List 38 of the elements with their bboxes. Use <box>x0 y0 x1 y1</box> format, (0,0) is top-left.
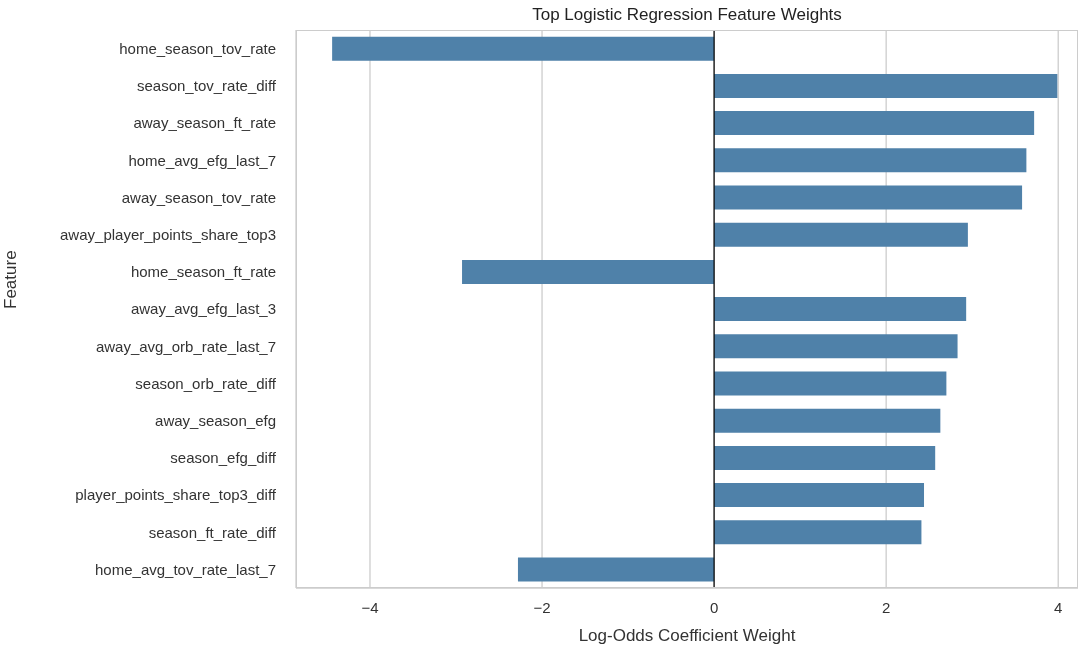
y-tick-label: home_avg_tov_rate_last_7 <box>95 560 276 578</box>
y-tick-label: season_ft_rate_diff <box>148 523 277 541</box>
y-tick-label: season_efg_diff <box>170 449 277 467</box>
y-tick-label: away_avg_efg_last_3 <box>130 300 276 318</box>
y-tick-label: away_season_ft_rate <box>133 114 276 132</box>
y-tick-label: player_points_share_top3_diff <box>75 486 277 504</box>
y-tick-label: season_tov_rate_diff <box>137 77 277 95</box>
x-axis-title: Log-Odds Coefficient Weight <box>578 626 796 645</box>
bar <box>462 259 715 284</box>
bar <box>714 483 925 508</box>
x-tick-label: 2 <box>881 598 891 616</box>
bar <box>714 520 922 545</box>
y-tick-label: season_orb_rate_diff <box>135 374 277 392</box>
chart-title: Top Logistic Regression Feature Weights <box>531 5 843 25</box>
y-axis-title: Feature <box>1 250 21 309</box>
bar <box>714 297 967 322</box>
bar <box>714 408 941 433</box>
bar <box>714 148 1027 173</box>
y-tick-label: away_season_tov_rate <box>121 188 276 206</box>
y-tick-label: home_season_ft_rate <box>130 263 276 281</box>
bar <box>714 371 947 396</box>
bar <box>714 222 968 247</box>
bar <box>714 73 1058 98</box>
bar <box>714 185 1023 210</box>
x-tick-label: 0 <box>709 598 719 616</box>
y-tick-label: home_season_tov_rate <box>119 39 276 57</box>
x-tick-label: −2 <box>533 598 551 616</box>
bar <box>332 36 715 61</box>
bar <box>714 111 1035 136</box>
x-tick-label: −4 <box>361 598 379 616</box>
bar <box>714 445 936 470</box>
y-tick-label: away_player_points_share_top3 <box>60 225 276 243</box>
y-tick-label: away_season_efg <box>155 411 276 429</box>
y-tick-label: home_avg_efg_last_7 <box>128 151 276 169</box>
y-tick-label: away_avg_orb_rate_last_7 <box>95 337 276 355</box>
bar <box>517 557 715 582</box>
x-tick-label: 4 <box>1054 598 1063 616</box>
bar <box>714 334 958 359</box>
